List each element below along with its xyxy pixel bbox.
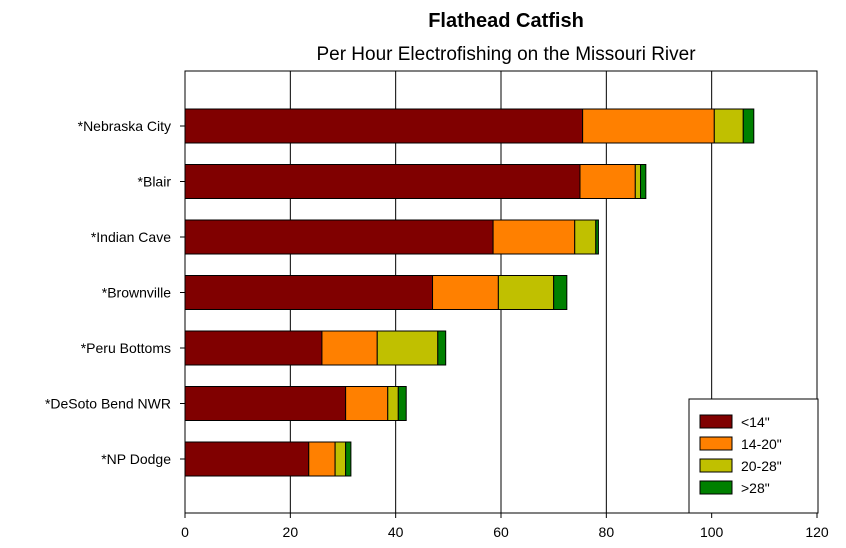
- x-tick-label: 100: [700, 524, 724, 540]
- chart-subtitle: Per Hour Electrofishing on the Missouri …: [316, 44, 696, 65]
- bar-segment: [376, 330, 439, 366]
- bar-segment: [184, 441, 310, 477]
- x-tick-label: 0: [181, 524, 189, 540]
- x-tick-label: 40: [388, 524, 404, 540]
- bar-segment: [321, 330, 378, 366]
- category-label: *DeSoto Bend NWR: [45, 396, 171, 412]
- bar-segment: [184, 219, 494, 255]
- bar-segment: [432, 275, 499, 310]
- bar-segment: [579, 164, 636, 199]
- bar-segment: [345, 441, 352, 477]
- bar-segment: [640, 164, 647, 199]
- bar-segment: [437, 330, 447, 366]
- bar-segment: [184, 386, 347, 421]
- legend-swatch: [699, 436, 733, 451]
- bar-segment: [713, 108, 744, 144]
- bar-segment: [742, 108, 755, 144]
- bar-segment: [184, 275, 434, 310]
- plot-area: 0 20 40 60 80 100 120 *Nebraska City *Blair *Indi…: [45, 70, 829, 540]
- x-tick-label: 60: [493, 524, 509, 540]
- bar-segment: [574, 219, 597, 255]
- x-tick-label: 80: [599, 524, 615, 540]
- bar-segment: [334, 441, 347, 477]
- bar-segment: [492, 219, 576, 255]
- legend-label: 20-28": [741, 458, 782, 474]
- bar-segment: [634, 164, 642, 199]
- x-tick-label: 120: [805, 524, 829, 540]
- category-label: *Brownville: [102, 285, 171, 301]
- legend-swatch: [699, 458, 733, 473]
- bar-segment: [397, 386, 407, 421]
- x-tick-label: 20: [283, 524, 299, 540]
- category-label: *NP Dodge: [101, 451, 171, 467]
- bar-segment: [595, 219, 599, 255]
- bar-segment: [308, 441, 336, 477]
- bar-segment: [387, 386, 399, 421]
- bar-segment: [184, 330, 323, 366]
- legend-label: <14": [741, 414, 770, 430]
- legend: <14" 14-20" 20-28" >28": [688, 398, 819, 514]
- legend-label: 14-20": [741, 436, 782, 452]
- bar-segment: [582, 108, 715, 144]
- bar-segment: [345, 386, 389, 421]
- category-label: *Indian Cave: [91, 229, 171, 245]
- bar-segment: [184, 164, 581, 199]
- category-label: *Peru Bottoms: [81, 340, 171, 356]
- category-label: *Nebraska City: [78, 118, 171, 134]
- legend-swatch: [699, 414, 733, 429]
- bar-segment: [497, 275, 555, 310]
- chart-title: Flathead Catfish: [428, 10, 584, 32]
- legend-label: >28": [741, 480, 770, 496]
- bar-segment: [184, 108, 584, 144]
- category-label: *Blair: [138, 174, 172, 190]
- legend-swatch: [699, 480, 733, 495]
- bar-segment: [553, 275, 568, 310]
